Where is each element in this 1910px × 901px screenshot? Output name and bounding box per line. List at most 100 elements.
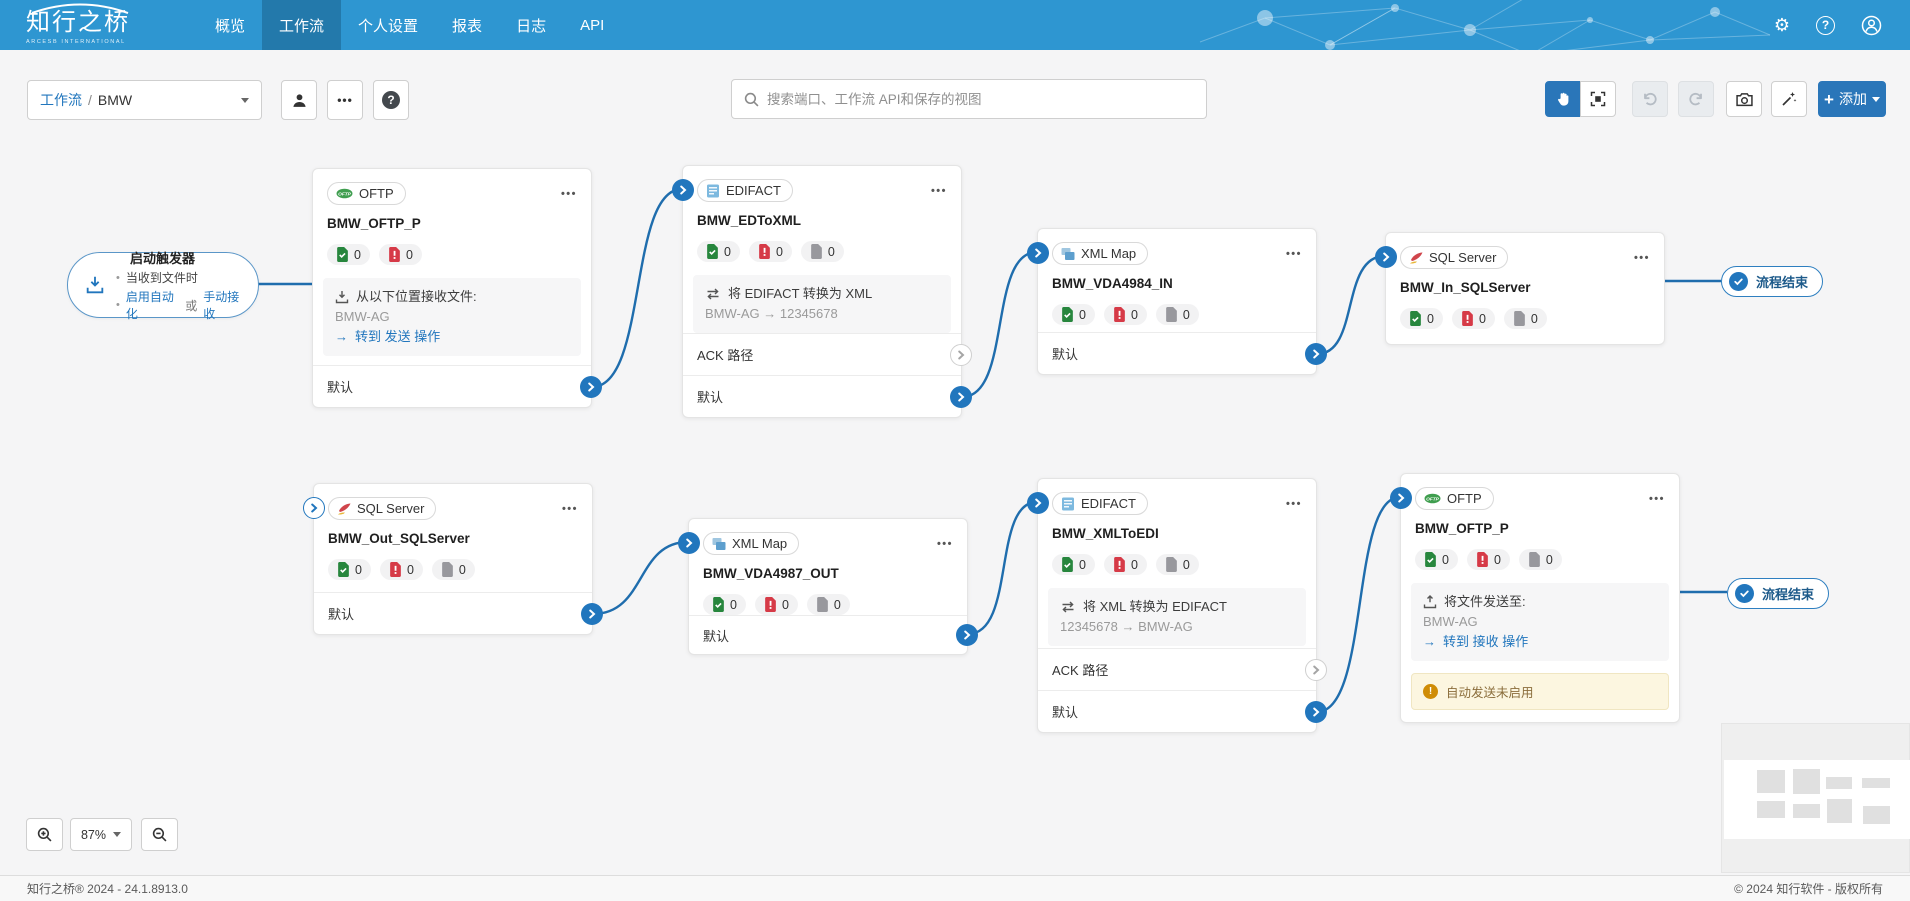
neutral-count[interactable]: 0 bbox=[1518, 549, 1562, 570]
success-count[interactable]: 0 bbox=[1052, 554, 1095, 575]
node-menu-button[interactable]: ••• bbox=[930, 184, 947, 197]
error-count[interactable]: 0 bbox=[754, 594, 798, 615]
node-bmw-out-sqlserver[interactable]: SQL Server ••• BMW_Out_SQLServer 0 0 0 默… bbox=[303, 483, 603, 635]
node-bmw-xmltoedi[interactable]: EDIFACT ••• BMW_XMLToEDI 0 0 0 将 XML 转换为… bbox=[1027, 478, 1327, 733]
breadcrumb-root[interactable]: 工作流 bbox=[40, 92, 82, 108]
node-bmw-oftp-p-send[interactable]: OFTP OFTP ••• BMW_OFTP_P 0 0 0 bbox=[1390, 473, 1680, 724]
error-count[interactable]: 0 bbox=[378, 244, 422, 265]
nav-tab-overview[interactable]: 概览 bbox=[215, 17, 246, 35]
ellipsis-icon: ••• bbox=[337, 93, 353, 107]
input-port[interactable] bbox=[1390, 487, 1412, 509]
default-route-row[interactable]: 默认 bbox=[313, 365, 602, 407]
more-options-button[interactable]: ••• bbox=[327, 80, 363, 120]
success-count[interactable]: 0 bbox=[1052, 304, 1095, 325]
output-port[interactable] bbox=[1305, 700, 1327, 723]
nav-tab-workflows[interactable]: 工作流 bbox=[262, 0, 342, 50]
output-port[interactable] bbox=[956, 624, 978, 646]
input-port[interactable] bbox=[1027, 242, 1049, 264]
input-port[interactable] bbox=[672, 179, 694, 201]
neutral-count[interactable]: 0 bbox=[1155, 304, 1199, 325]
nav-tab-api[interactable]: API bbox=[580, 16, 605, 34]
undo-button[interactable] bbox=[1632, 81, 1668, 117]
success-count[interactable]: 0 bbox=[1415, 549, 1458, 570]
neutral-count[interactable]: 0 bbox=[431, 559, 475, 580]
search-input[interactable] bbox=[767, 91, 1194, 107]
help-icon[interactable]: ? bbox=[1816, 15, 1835, 35]
node-menu-button[interactable]: ••• bbox=[1648, 492, 1665, 505]
neutral-count[interactable]: 0 bbox=[1155, 554, 1199, 575]
output-port[interactable] bbox=[1305, 342, 1327, 365]
success-count[interactable]: 0 bbox=[328, 559, 371, 580]
zoom-level-dropdown[interactable]: 87% bbox=[70, 818, 132, 851]
error-count[interactable]: 0 bbox=[1466, 549, 1510, 570]
workflow-trigger[interactable]: 启动触发器 • 当收到文件时 • 启用自动化 或 手动接收 bbox=[67, 251, 259, 321]
owner-button[interactable] bbox=[281, 80, 317, 120]
zoom-in-button[interactable] bbox=[26, 818, 63, 851]
settings-gear-icon[interactable]: ⚙ bbox=[1773, 15, 1790, 35]
add-button[interactable]: + 添加 bbox=[1818, 81, 1886, 117]
input-port[interactable] bbox=[303, 497, 325, 519]
success-count[interactable]: 0 bbox=[1400, 308, 1443, 329]
ack-port[interactable] bbox=[950, 343, 972, 366]
ack-route-row[interactable]: ACK 路径 bbox=[1038, 648, 1327, 690]
nav-tab-logs[interactable]: 日志 bbox=[516, 17, 547, 35]
account-icon[interactable] bbox=[1861, 15, 1882, 36]
output-port[interactable] bbox=[580, 375, 602, 398]
error-count[interactable]: 0 bbox=[1103, 304, 1147, 325]
fit-view-button[interactable] bbox=[1580, 81, 1616, 117]
success-doc-icon bbox=[1410, 311, 1421, 326]
error-count[interactable]: 0 bbox=[379, 559, 423, 580]
node-menu-button[interactable]: ••• bbox=[561, 502, 578, 515]
default-route-row[interactable]: 默认 bbox=[1038, 690, 1327, 732]
flow-end-badge: 流程结束 bbox=[1721, 266, 1824, 297]
default-route-row[interactable]: 默认 bbox=[683, 375, 972, 417]
nav-tab-profile[interactable]: 个人设置 bbox=[358, 17, 419, 35]
status-bar: 知行之桥® 2024 - 24.1.8913.0 © 2024 知行软件 - 版… bbox=[0, 875, 1910, 901]
input-port[interactable] bbox=[678, 532, 700, 554]
goto-receive-action-link[interactable]: → 转到 接收 操作 bbox=[1423, 632, 1657, 652]
node-bmw-vda4984-in[interactable]: XML Map ••• BMW_VDA4984_IN 0 0 0 默认 bbox=[1027, 228, 1327, 375]
success-count[interactable]: 0 bbox=[327, 244, 370, 265]
goto-send-action-link[interactable]: → 转到 发送 操作 bbox=[335, 327, 569, 347]
minimap[interactable] bbox=[1721, 723, 1910, 873]
node-menu-button[interactable]: ••• bbox=[1633, 251, 1650, 264]
node-menu-button[interactable]: ••• bbox=[1285, 497, 1302, 510]
default-route-row[interactable]: 默认 bbox=[1038, 332, 1327, 374]
ack-route-row[interactable]: ACK 路径 bbox=[683, 333, 972, 375]
neutral-count[interactable]: 0 bbox=[806, 594, 850, 615]
neutral-count[interactable]: 0 bbox=[1503, 308, 1547, 329]
default-route-row[interactable]: 默认 bbox=[689, 615, 978, 654]
success-count[interactable]: 0 bbox=[703, 594, 746, 615]
help-button[interactable]: ? bbox=[373, 80, 409, 120]
input-port[interactable] bbox=[1027, 492, 1049, 514]
error-count[interactable]: 0 bbox=[748, 241, 792, 262]
node-bmw-in-sqlserver[interactable]: SQL Server ••• BMW_In_SQLServer 0 0 0 bbox=[1375, 232, 1665, 345]
node-menu-button[interactable]: ••• bbox=[1285, 247, 1302, 260]
node-menu-button[interactable]: ••• bbox=[560, 187, 577, 200]
output-port[interactable] bbox=[950, 385, 972, 408]
error-count[interactable]: 0 bbox=[1451, 308, 1495, 329]
flow-end-badge: 流程结束 bbox=[1727, 578, 1830, 609]
ack-port[interactable] bbox=[1305, 658, 1327, 681]
pan-tool-button[interactable] bbox=[1545, 81, 1581, 117]
node-bmw-edtoxml[interactable]: EDIFACT ••• BMW_EDToXML 0 0 0 将 EDIFACT … bbox=[672, 165, 972, 418]
minimap-viewport[interactable] bbox=[1724, 760, 1910, 839]
neutral-count[interactable]: 0 bbox=[800, 241, 844, 262]
nav-tab-reports[interactable]: 报表 bbox=[452, 17, 483, 35]
output-port[interactable] bbox=[581, 602, 603, 625]
auto-layout-button[interactable] bbox=[1771, 81, 1807, 117]
error-count[interactable]: 0 bbox=[1103, 554, 1147, 575]
node-bmw-vda4987-out[interactable]: XML Map ••• BMW_VDA4987_OUT 0 0 0 默认 bbox=[678, 518, 978, 655]
node-menu-button[interactable]: ••• bbox=[936, 537, 953, 550]
workspace-dropdown[interactable]: 工作流 / BMW bbox=[27, 80, 262, 120]
zoom-out-button[interactable] bbox=[141, 818, 178, 851]
manual-receive-link[interactable]: 手动接收 bbox=[203, 290, 240, 321]
input-port[interactable] bbox=[1375, 246, 1397, 268]
redo-button[interactable] bbox=[1678, 81, 1714, 117]
node-bmw-oftp-p-receive[interactable]: OFTP OFTP ••• BMW_OFTP_P 0 0 bbox=[312, 168, 602, 408]
snapshot-button[interactable] bbox=[1726, 81, 1762, 117]
app-logo[interactable]: 知行之桥 ARCESB INTERNATIONAL bbox=[26, 0, 136, 50]
default-route-row[interactable]: 默认 bbox=[314, 592, 603, 634]
success-count[interactable]: 0 bbox=[697, 241, 740, 262]
enable-automation-link[interactable]: 启用自动化 bbox=[125, 290, 174, 321]
